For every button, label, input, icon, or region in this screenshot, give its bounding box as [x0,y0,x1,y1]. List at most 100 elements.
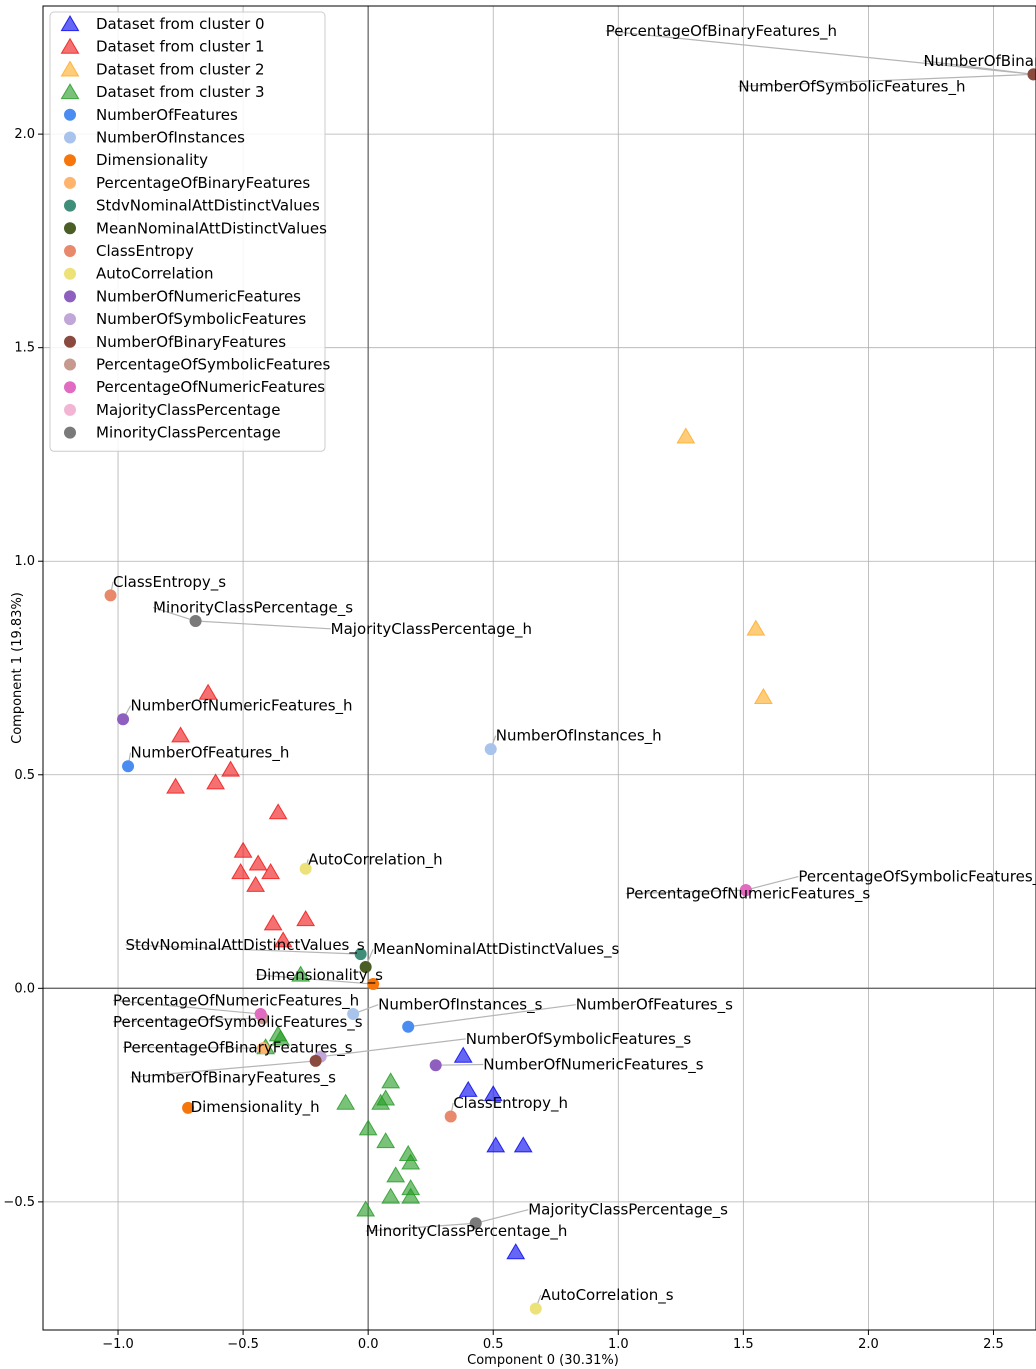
legend-dot-marker [64,154,76,167]
feature-marker [359,960,372,973]
legend-label: PercentageOfNumericFeatures [96,378,325,396]
x-tick-label: −0.5 [227,1337,259,1352]
feature-marker [1027,68,1036,81]
cluster-marker [676,427,696,444]
feature-annotation: NumberOfNumericFeatures_h [131,697,353,716]
feature-annotation: Dimensionality_s [256,966,384,985]
legend-label: Dataset from cluster 2 [96,60,265,78]
legend-label: PercentageOfBinaryFeatures [96,174,310,192]
feature-annotation: ClassEntropy_h [453,1094,568,1113]
cluster-marker [268,803,288,820]
legend-dot-marker [64,335,76,348]
cluster-marker [506,1243,526,1260]
y-tick-label: 1.0 [14,554,35,569]
cluster-marker [248,854,268,871]
feature-annotation: PercentageOfBinaryFeatures_h [606,22,837,41]
feature-marker [529,1302,542,1315]
legend-frame [49,11,326,452]
feature-annotation: AutoCorrelation_s [541,1286,674,1305]
feature-annotation: NumberOfFeatures_h [131,744,290,763]
annotation-leader [125,944,361,955]
feature-marker [299,862,312,875]
plot-frame [42,5,1036,1331]
feature-annotation: PercentageOfNumericFeatures_s [626,885,871,904]
legend-label: NumberOfInstances [96,129,245,147]
feature-annotation: ClassEntropy_s [113,573,226,592]
legend-dot-marker [64,108,76,121]
annotation-leader [365,1222,476,1232]
cluster-marker [221,760,241,777]
feature-marker [104,589,117,602]
feature-marker [354,948,367,961]
legend-dot-marker [64,290,76,303]
feature-marker [469,1217,482,1230]
legend-label: MeanNominalAttDistinctValues [96,219,327,237]
feature-marker [347,1007,360,1020]
annotation-leader [738,73,1034,88]
legend-label: NumberOfSymbolicFeatures [96,310,306,328]
y-tick-label: 0.0 [14,981,35,996]
cluster-marker [371,1093,391,1110]
annotation-leader [112,999,261,1015]
feature-annotation: NumberOfSymbolicFeatures_s [466,1030,692,1049]
cluster-marker [753,687,773,704]
y-tick-label: −0.5 [3,1195,35,1210]
feature-marker [367,978,380,991]
cluster-marker [233,841,253,858]
y-tick-label: 0.5 [14,768,35,783]
cluster-marker [231,863,251,880]
cluster-marker [486,1136,506,1153]
feature-marker [739,884,752,897]
cluster-marker [246,875,266,892]
feature-annotation: MajorityClassPercentage_s [528,1201,728,1220]
legend-label: AutoCorrelation [96,265,214,283]
legend-dot-marker [64,403,76,416]
feature-annotation: PercentageOfBinaryFeatures_s [123,1038,353,1057]
cluster-marker [263,914,283,931]
annotation-leader [195,620,331,630]
cluster-marker [386,1166,406,1183]
cluster-marker [401,1153,421,1170]
legend-dot-marker [64,426,76,439]
cluster-marker [513,1136,533,1153]
cluster-marker [336,1093,356,1110]
legend-triangle-marker [60,83,80,100]
cluster-marker [746,619,766,636]
legend-label: ClassEntropy [96,242,194,260]
legend-label: Dataset from cluster 3 [96,83,265,101]
y-tick-label: 1.5 [14,341,35,356]
legend-label: Dimensionality [96,151,208,169]
feature-annotation: Dimensionality_h [191,1098,320,1117]
x-tick-label: −1.0 [102,1337,134,1352]
annotation-leader [408,1004,576,1028]
legend-label: MinorityClassPercentage [96,424,281,442]
feature-annotation: PercentageOfSymbolicFeatures_h [798,868,1036,887]
cluster-marker [273,931,293,948]
feature-marker [257,1042,270,1055]
feature-annotation: NumberOfInstances_s [378,996,542,1015]
annotation-leader [745,875,799,891]
feature-annotation: MajorityClassPercentage_h [331,620,532,639]
cluster-marker [458,1080,478,1097]
feature-marker [122,760,135,773]
feature-marker [309,1054,322,1067]
feature-annotation: PercentageOfNumericFeatures_h [113,991,359,1010]
annotation-leader [435,1063,484,1066]
origin-lines [43,6,1036,1330]
annotation-leader [130,1060,316,1078]
feature-annotation: NumberOfBinaryFeatures_s [131,1068,337,1087]
feature-annotation: MinorityClassPercentage_h [366,1222,568,1241]
feature-marker [254,1007,267,1020]
annotation-leader [605,30,1034,75]
legend: Dataset from cluster 0 Dataset from clust… [49,11,330,452]
x-tick-label: 0.5 [483,1337,504,1352]
cluster-marker [291,965,311,982]
annotation-leader [255,974,374,985]
feature-annotation: NumberOfNumericFeatures_s [483,1055,703,1074]
legend-label: NumberOfBinaryFeatures [96,333,286,351]
annotation-leader [320,1038,466,1058]
legend-triangle-marker [60,37,80,54]
cluster-marker [198,683,218,700]
feature-annotation: NumberOfInstances_h [496,727,662,746]
legend-label: NumberOfNumericFeatures [96,287,301,305]
